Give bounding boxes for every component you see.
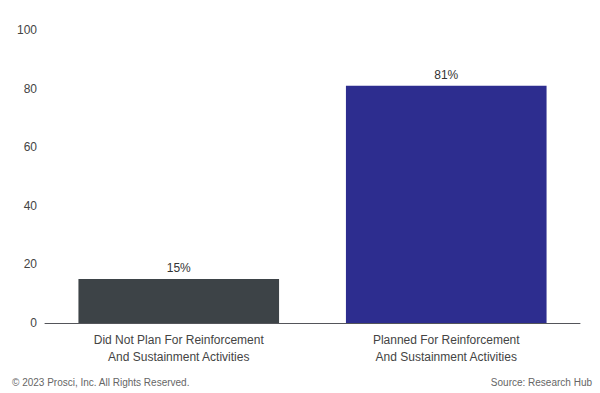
svg-text:Planned For Reinforcement: Planned For Reinforcement — [373, 333, 520, 347]
svg-text:60: 60 — [24, 140, 38, 154]
svg-text:Did Not Plan For Reinforcement: Did Not Plan For Reinforcement — [94, 333, 265, 347]
svg-text:0: 0 — [30, 316, 37, 330]
svg-text:20: 20 — [24, 257, 38, 271]
svg-text:Source: Research Hub: Source: Research Hub — [491, 377, 593, 388]
svg-text:© 2023 Prosci, Inc. All Rights: © 2023 Prosci, Inc. All Rights Reserved. — [12, 377, 189, 388]
svg-text:100: 100 — [17, 23, 37, 37]
svg-text:And Sustainment Activities: And Sustainment Activities — [108, 350, 249, 364]
svg-text:And Sustainment Activities: And Sustainment Activities — [376, 350, 517, 364]
svg-text:40: 40 — [24, 199, 38, 213]
svg-text:15%: 15% — [167, 261, 191, 275]
svg-text:81%: 81% — [434, 68, 458, 82]
svg-text:80: 80 — [24, 82, 38, 96]
